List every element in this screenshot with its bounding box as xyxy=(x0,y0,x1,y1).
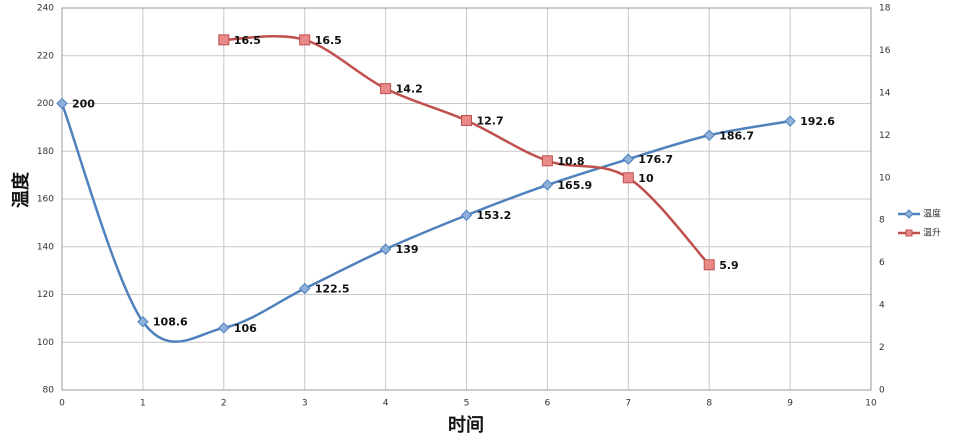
x-tick-label: 1 xyxy=(140,399,146,409)
x-tick-label: 9 xyxy=(787,399,793,409)
y2-tick-label: 18 xyxy=(879,4,891,14)
legend-marker xyxy=(904,209,914,219)
data-label: 176.7 xyxy=(638,153,673,166)
data-label: 10.8 xyxy=(557,155,584,168)
legend-marker xyxy=(905,229,913,237)
data-label: 14.2 xyxy=(396,83,423,96)
x-axis-title: 时间 xyxy=(448,415,484,436)
y-tick-label: 240 xyxy=(37,4,54,14)
y2-tick-label: 12 xyxy=(879,131,890,141)
data-label: 106 xyxy=(234,322,257,335)
data-label: 16.5 xyxy=(234,34,261,47)
y2-tick-label: 16 xyxy=(879,46,891,56)
x-tick-label: 8 xyxy=(706,399,712,409)
x-tick-label: 2 xyxy=(221,399,227,409)
y-tick-label: 120 xyxy=(37,290,54,300)
data-label: 200 xyxy=(72,98,95,111)
x-tick-label: 0 xyxy=(59,399,65,409)
x-tick-label: 4 xyxy=(383,399,389,409)
y-tick-label: 140 xyxy=(37,242,54,252)
marker xyxy=(379,243,392,255)
marker xyxy=(137,316,149,328)
x-tick-label: 7 xyxy=(625,399,631,409)
data-label: 5.9 xyxy=(719,259,739,272)
marker xyxy=(298,282,311,295)
y-tick-label: 180 xyxy=(37,147,54,157)
plot-border xyxy=(61,7,872,391)
legend-label: 温度 xyxy=(923,208,941,220)
marker xyxy=(299,34,311,46)
marker xyxy=(703,259,715,271)
marker xyxy=(784,115,796,127)
y2-tick-label: 4 xyxy=(879,301,885,311)
marker xyxy=(218,34,230,46)
y-tick-label: 100 xyxy=(37,338,54,348)
x-tick-label: 10 xyxy=(865,399,877,409)
legend-label: 温升 xyxy=(923,228,941,239)
y2-tick-label: 2 xyxy=(879,343,885,353)
y-tick-label: 80 xyxy=(43,386,55,396)
marker xyxy=(541,155,553,167)
data-label: 122.5 xyxy=(315,283,350,296)
y2-tick-label: 10 xyxy=(879,173,891,183)
y-axis-title: 温度 xyxy=(10,171,32,208)
marker xyxy=(541,179,554,191)
grid xyxy=(61,7,872,391)
data-label: 108.6 xyxy=(153,316,188,329)
data-label: 139 xyxy=(396,243,419,256)
series-line xyxy=(60,103,791,343)
data-label: 10 xyxy=(638,172,654,185)
x-tick-label: 3 xyxy=(302,399,308,409)
x-tick-label: 6 xyxy=(545,399,551,409)
marker xyxy=(380,83,392,95)
data-label: 192.6 xyxy=(800,115,835,128)
y2-tick-label: 8 xyxy=(879,216,885,226)
data-label: 186.7 xyxy=(719,129,754,142)
marker xyxy=(622,153,635,165)
y-tick-label: 220 xyxy=(37,51,54,61)
marker xyxy=(461,114,472,126)
marker xyxy=(56,97,68,110)
data-label: 16.5 xyxy=(315,34,342,47)
y2-tick-label: 14 xyxy=(879,88,891,98)
data-label: 165.9 xyxy=(557,179,592,192)
data-label: 153.2 xyxy=(477,209,512,222)
marker xyxy=(703,129,715,141)
marker xyxy=(622,172,634,184)
data-label: 12.7 xyxy=(477,114,504,127)
marker xyxy=(218,322,230,334)
y2-tick-label: 6 xyxy=(879,258,885,268)
y-tick-label: 200 xyxy=(37,99,54,109)
x-tick-label: 5 xyxy=(464,399,470,409)
y-tick-label: 160 xyxy=(37,195,54,205)
y2-tick-label: 0 xyxy=(879,386,885,396)
marker xyxy=(460,209,473,221)
